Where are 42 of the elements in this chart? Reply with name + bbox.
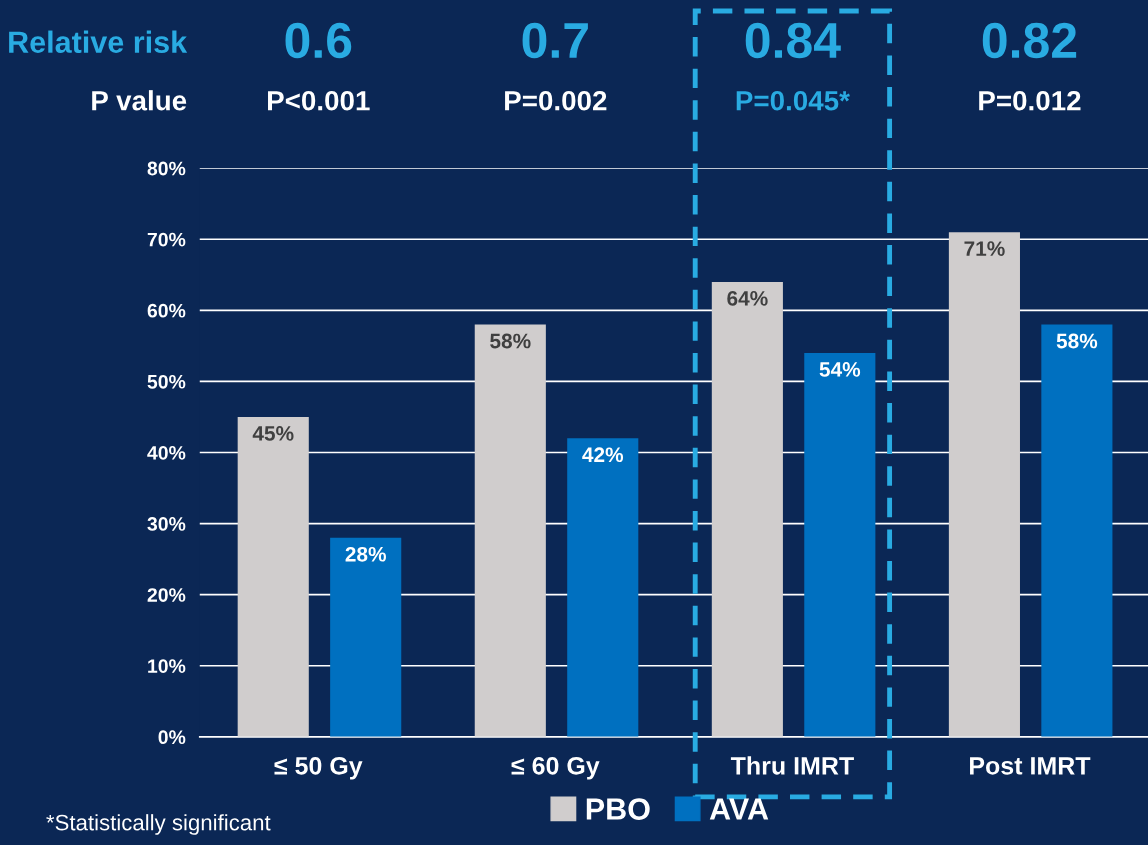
text: 0.7: [522, 22, 588, 59]
y-tick-label: 50%: [147, 374, 186, 389]
bar: [711, 281, 783, 737]
text: P=0.002: [505, 90, 607, 111]
bar: [567, 438, 639, 737]
x-tick-label: ≤ 50 Gy: [274, 756, 363, 780]
data-label: 28%: [345, 546, 386, 562]
text: P=0.012: [979, 90, 1081, 111]
legend-label: PBO: [586, 798, 650, 820]
bar: [1041, 324, 1113, 737]
x-tick-label: Thru IMRT: [730, 756, 854, 775]
y-tick-label: 70%: [147, 232, 186, 247]
x-tick-label: ≤ 60 Gy: [511, 756, 600, 780]
text: Relative risk: [9, 30, 188, 53]
x-tick-label: Post IMRT: [970, 757, 1091, 775]
bar: [948, 232, 1020, 737]
y-tick-label: 60%: [147, 303, 186, 318]
legend-label: AVA: [709, 798, 769, 820]
data-label: 64%: [727, 290, 768, 306]
text: 0.82: [982, 22, 1077, 59]
bar: [474, 324, 546, 737]
bar: [804, 352, 876, 737]
text: 0.84: [745, 22, 841, 59]
bar: [330, 537, 402, 737]
text: P<0.001: [268, 90, 370, 111]
text: *Statistically significant: [46, 814, 271, 835]
y-tick-label: 30%: [147, 517, 186, 531]
text: P=0.045*: [736, 90, 850, 111]
data-label: 54%: [819, 362, 861, 377]
text: P value: [92, 90, 187, 111]
y-tick-label: 0%: [158, 730, 186, 745]
data-label: 58%: [490, 333, 531, 349]
y-tick-label: 80%: [147, 161, 186, 176]
data-label: 58%: [1056, 333, 1098, 349]
y-tick-label: 40%: [147, 445, 186, 460]
data-label: 42%: [582, 447, 624, 463]
data-label: 71%: [964, 241, 1005, 256]
y-tick-label: 20%: [147, 588, 186, 602]
data-label: 45%: [252, 426, 294, 441]
bar: [237, 416, 309, 737]
y-tick-label: 10%: [148, 659, 186, 673]
text: 0.6: [285, 22, 352, 59]
